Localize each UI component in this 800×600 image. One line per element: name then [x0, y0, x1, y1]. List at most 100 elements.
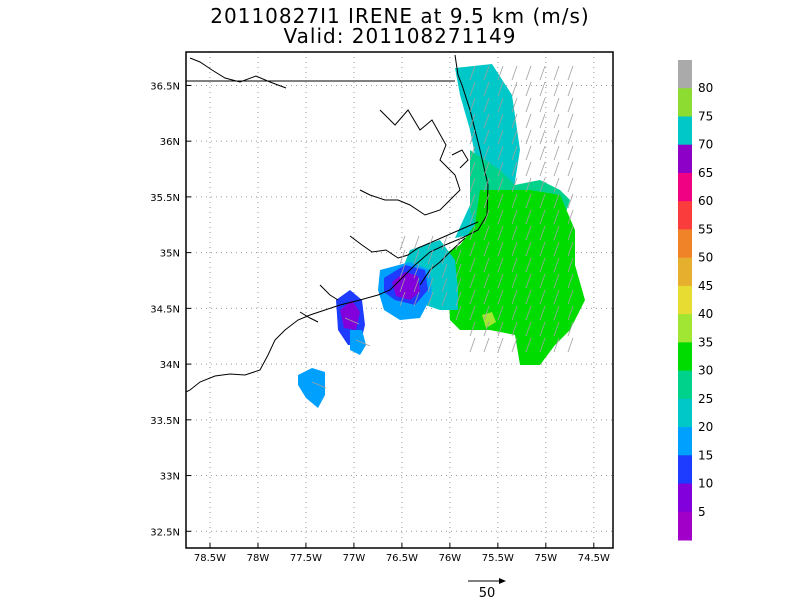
colorbar-bin: [678, 201, 692, 230]
wind-vector: [497, 193, 504, 209]
wind-vector: [511, 209, 518, 225]
colorbar-bin: [678, 398, 692, 428]
wind-vector: [469, 97, 476, 113]
wind-vector: [539, 337, 546, 353]
wind-vector: [539, 209, 546, 225]
wind-vector: [441, 249, 448, 265]
wind-vector: [497, 305, 504, 321]
wind-vector: [483, 193, 490, 209]
wind-vector: [511, 65, 518, 81]
wind-vector: [567, 81, 574, 97]
wind-vector: [539, 161, 546, 177]
wind-vector: [483, 177, 490, 193]
wind-vector: [455, 305, 462, 321]
wind-vector: [567, 225, 574, 241]
wind-vector: [469, 129, 476, 145]
colorbar-bin: [678, 427, 692, 456]
wind-vector: [427, 263, 434, 279]
wind-vector: [553, 161, 560, 177]
wind-vector: [511, 273, 518, 289]
colorbar-label: 5: [698, 505, 706, 519]
wind-vector: [469, 113, 476, 129]
colorbar-label: 40: [698, 307, 713, 321]
wind-vector: [497, 321, 504, 337]
coastline-segment: [419, 237, 466, 286]
x-tick-label: 78.5W: [194, 553, 226, 564]
wind-vector: [525, 177, 532, 193]
plot-title: 20110827I1 IRENE at 9.5 km (m/s): [210, 4, 590, 28]
colorbar-bin: [678, 314, 692, 343]
wind-vector: [469, 81, 476, 97]
wind-vector: [497, 81, 504, 97]
wind-vector: [525, 193, 532, 209]
colorbar-label: 10: [698, 477, 713, 491]
wind-vector: [539, 321, 546, 337]
map-frame: [185, 51, 614, 549]
coastline-segment: [349, 221, 479, 259]
wind-vector: [483, 225, 490, 241]
colorbar-bin: [678, 285, 692, 315]
wind-vector: [567, 177, 574, 193]
wind-vectors: [311, 65, 574, 389]
wind-vector: [511, 289, 518, 305]
wind-vector: [539, 289, 546, 305]
coastline-segment: [359, 109, 461, 216]
x-tick-label: 76.5W: [386, 553, 418, 564]
wind-vector: [539, 305, 546, 321]
wind-vector: [469, 161, 476, 177]
x-tick-label: 78W: [247, 553, 270, 564]
coastline: [186, 54, 489, 393]
colorbar-bin: [678, 60, 692, 89]
coastline-segment: [451, 149, 469, 169]
y-tick-label: 36.5N: [150, 81, 180, 92]
wind-vector: [539, 241, 546, 257]
y-tick-label: 35N: [160, 249, 180, 260]
colorbar-label: 65: [698, 166, 713, 180]
wind-vector: [553, 177, 560, 193]
y-tick-label: 34.5N: [150, 304, 180, 315]
wind-vector: [511, 81, 518, 97]
wind-vector: [539, 257, 546, 273]
wind-vector: [567, 273, 574, 289]
wind-vector: [497, 289, 504, 305]
wind-vector: [553, 225, 560, 241]
wind-vector: [567, 113, 574, 129]
valid-time-subtitle: Valid: 201108271149: [283, 24, 517, 48]
wind-vector: [497, 97, 504, 113]
wind-vector: [455, 249, 462, 265]
wind-vector: [553, 305, 560, 321]
vector-key-arrowhead: [499, 578, 506, 584]
colorbar-bin: [678, 88, 692, 117]
wind-vector: [511, 129, 518, 145]
wind-vector: [441, 263, 448, 279]
wind-vector: [511, 241, 518, 257]
wind-vector: [525, 81, 532, 97]
wind-vector: [539, 97, 546, 113]
wind-vector: [567, 305, 574, 321]
wind-vector: [483, 257, 490, 273]
wind-vector: [413, 249, 420, 265]
wind-speed-region: [442, 190, 585, 365]
colorbar-label: 60: [698, 194, 713, 208]
wind-vector: [567, 337, 574, 353]
colorbar: 5 10 15 20 25 30 35 40 45 50 55 60 65 70 75 80: [678, 60, 713, 541]
wind-vector: [497, 113, 504, 129]
x-tick-label: 74.5W: [578, 553, 610, 564]
wind-vector: [567, 161, 574, 177]
wind-vector: [511, 145, 518, 161]
colorbar-label: 50: [698, 251, 713, 265]
wind-vector: [399, 235, 406, 251]
wind-vector: [311, 381, 327, 389]
wind-vector: [525, 145, 532, 161]
wind-vector: [567, 321, 574, 337]
wind-vector: [469, 193, 476, 209]
wind-vector: [497, 337, 504, 353]
x-tick-label: 76W: [439, 553, 462, 564]
wind-vector: [497, 241, 504, 257]
vector-key: 50: [468, 578, 506, 600]
wind-vector: [441, 291, 448, 307]
wind-vector: [525, 97, 532, 113]
wind-vector: [539, 145, 546, 161]
coastline-segment: [299, 311, 319, 323]
wind-vector: [511, 321, 518, 337]
